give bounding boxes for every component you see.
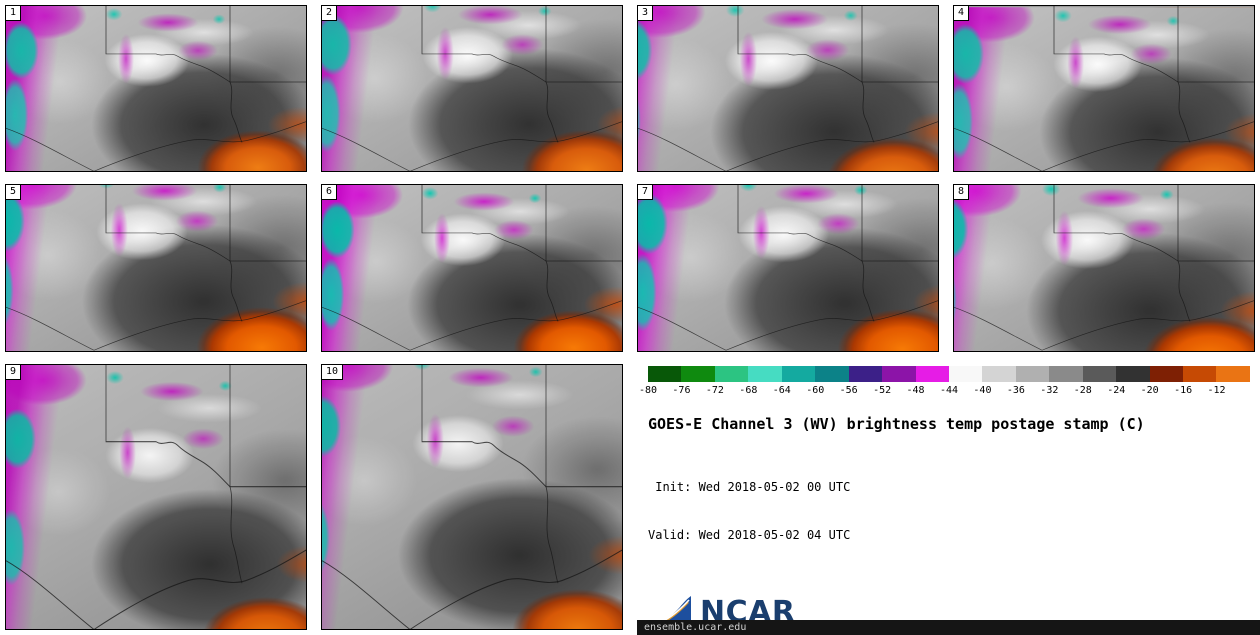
- state-borders-overlay: [954, 6, 1254, 172]
- state-borders-overlay: [954, 185, 1254, 351]
- state-borders-overlay: [322, 6, 622, 172]
- panel-number: 1: [6, 6, 22, 21]
- colorbar-tick: -68: [739, 384, 758, 396]
- colorbar-tick: -16: [1174, 384, 1193, 396]
- colorbar-segment: [982, 365, 1016, 382]
- panel-number: 3: [638, 6, 654, 21]
- ensemble-member-panel: 7: [637, 184, 939, 352]
- colorbar-tick: -28: [1073, 384, 1092, 396]
- colorbar-tick: -40: [973, 384, 992, 396]
- state-borders-overlay: [322, 185, 622, 351]
- panel-number: 6: [322, 185, 338, 201]
- colorbar-segment: [1049, 365, 1083, 382]
- colorbar-segment: [648, 365, 682, 382]
- colorbar-segment: [1216, 365, 1250, 382]
- colorbar-tick: -56: [839, 384, 858, 396]
- colorbar: [648, 365, 1250, 382]
- panel-number: 9: [6, 364, 22, 380]
- colorbar-segment: [948, 365, 983, 382]
- colorbar-tick: -60: [806, 384, 825, 396]
- panel-number: 2: [322, 6, 338, 21]
- satellite-wv-image: [6, 364, 306, 630]
- colorbar-tick: -44: [939, 384, 959, 396]
- ensemble-member-panel: 10: [321, 363, 623, 630]
- colorbar-segment: [1149, 365, 1183, 382]
- colorbar-tick: -32: [1040, 384, 1059, 396]
- panel-number: 8: [954, 185, 970, 201]
- panel-number: 5: [6, 185, 22, 201]
- colorbar-tick: -12: [1207, 384, 1226, 396]
- colorbar-segment: [781, 365, 816, 382]
- footer-url: ensemble.ucar.edu: [644, 622, 747, 633]
- satellite-wv-image: [954, 185, 1254, 351]
- satellite-wv-image: [638, 6, 938, 172]
- state-borders-overlay: [6, 364, 306, 629]
- colorbar-tick: -48: [906, 384, 925, 396]
- colorbar-tick: -72: [705, 384, 724, 396]
- colorbar-segment: [681, 365, 715, 382]
- state-borders-overlay: [6, 185, 306, 351]
- colorbar-segment: [848, 365, 883, 382]
- ensemble-member-panel: 1: [5, 5, 307, 173]
- state-borders-overlay: [638, 6, 938, 172]
- panel-number: 4: [954, 6, 970, 21]
- colorbar-tick: -24: [1107, 384, 1126, 396]
- colorbar-segment: [915, 365, 949, 382]
- valid-time: Valid: Wed 2018-05-02 04 UTC: [648, 528, 851, 543]
- colorbar-tick: -76: [672, 384, 691, 396]
- ensemble-member-panel: 6: [321, 184, 623, 352]
- satellite-wv-image: [322, 6, 622, 172]
- panel-number: 7: [638, 185, 654, 201]
- colorbar-tick: -20: [1140, 384, 1159, 396]
- ensemble-member-panel: 2: [321, 5, 623, 173]
- colorbar-segment: [1116, 365, 1150, 382]
- ensemble-member-panel: 9: [5, 363, 307, 630]
- state-borders-overlay: [638, 185, 938, 351]
- init-valid-times: Init: Wed 2018-05-02 00 UTC Valid: Wed 2…: [648, 447, 1250, 577]
- colorbar-tick: -64: [772, 384, 791, 396]
- legend-area: -80 -76 -72 -68 -64 -60 -56 -52 -48 -44 -40 -36 -32 -…: [637, 364, 1255, 631]
- ensemble-member-panel: 5: [5, 184, 307, 352]
- panel-number: 10: [322, 364, 344, 380]
- colorbar-segment: [1183, 365, 1217, 382]
- ensemble-member-panel: 8: [953, 184, 1255, 352]
- init-time: Init: Wed 2018-05-02 00 UTC: [648, 479, 851, 494]
- colorbar-segment: [1015, 365, 1050, 382]
- state-borders-overlay: [6, 6, 306, 172]
- satellite-wv-image: [6, 6, 306, 172]
- colorbar-segment: [714, 365, 749, 382]
- satellite-wv-image: [638, 185, 938, 351]
- colorbar-tick: -52: [873, 384, 892, 396]
- colorbar-segment: [882, 365, 916, 382]
- footer-bar: ensemble.ucar.edu: [637, 620, 1260, 635]
- colorbar-tick: -36: [1006, 384, 1025, 396]
- colorbar-tick: -80: [638, 384, 658, 396]
- satellite-wv-image: [322, 364, 622, 630]
- ensemble-member-panel: 3: [637, 5, 939, 173]
- satellite-wv-image: [954, 7, 1254, 172]
- satellite-wv-image: [6, 185, 306, 351]
- ensemble-member-panel: 4: [953, 5, 1255, 173]
- state-borders-overlay: [322, 364, 622, 629]
- colorbar-ticks: -80 -76 -72 -68 -64 -60 -56 -52 -48 -44 -40 -36 -32 -…: [639, 384, 1250, 397]
- colorbar-segment: [748, 365, 782, 382]
- product-title: GOES-E Channel 3 (WV) brightness temp po…: [648, 414, 1145, 433]
- colorbar-segment: [1082, 365, 1117, 382]
- colorbar-segment: [815, 365, 849, 382]
- satellite-wv-image: [322, 185, 622, 351]
